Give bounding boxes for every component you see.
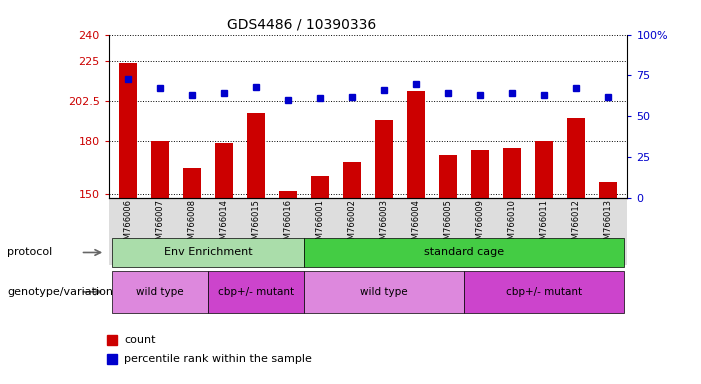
Bar <box>407 91 425 198</box>
Text: Env Enrichment: Env Enrichment <box>163 247 252 258</box>
Bar <box>567 118 585 198</box>
Text: cbp+/- mutant: cbp+/- mutant <box>506 287 583 297</box>
Bar <box>375 120 393 198</box>
Bar <box>215 143 233 198</box>
Text: protocol: protocol <box>7 247 53 258</box>
Text: GDS4486 / 10390336: GDS4486 / 10390336 <box>227 17 376 31</box>
Bar <box>471 150 489 198</box>
Bar <box>279 191 297 198</box>
Text: genotype/variation: genotype/variation <box>7 287 113 297</box>
Text: cbp+/- mutant: cbp+/- mutant <box>218 287 294 297</box>
Bar <box>151 141 169 198</box>
Bar <box>183 167 200 198</box>
Bar <box>343 162 361 198</box>
Bar <box>503 148 521 198</box>
Bar <box>119 63 137 198</box>
Text: count: count <box>124 335 156 345</box>
Text: wild type: wild type <box>360 287 408 297</box>
Text: percentile rank within the sample: percentile rank within the sample <box>124 354 312 364</box>
Bar <box>311 177 329 198</box>
Text: wild type: wild type <box>136 287 184 297</box>
Text: standard cage: standard cage <box>424 247 504 258</box>
Bar <box>247 113 265 198</box>
Bar <box>536 141 553 198</box>
Bar <box>599 182 617 198</box>
Bar <box>440 155 457 198</box>
